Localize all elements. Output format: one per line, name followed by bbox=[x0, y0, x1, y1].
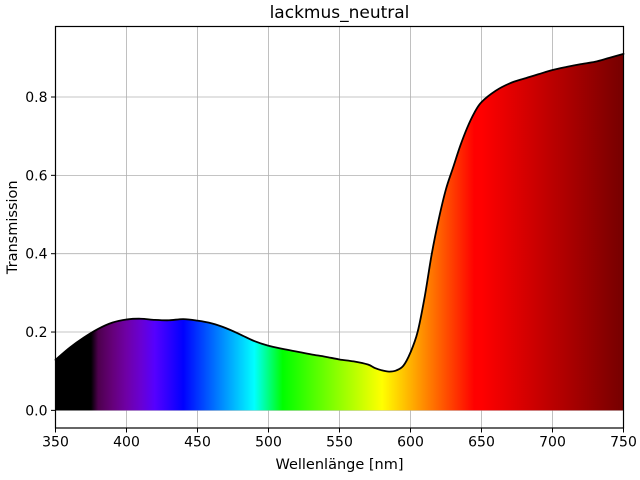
x-tick-label: 400 bbox=[113, 435, 140, 451]
x-tick-label: 750 bbox=[610, 435, 637, 451]
y-tick-label: 0.4 bbox=[25, 247, 47, 263]
tick-marks bbox=[51, 96, 624, 433]
chart-title: lackmus_neutral bbox=[270, 3, 410, 23]
x-tick-label: 450 bbox=[184, 435, 211, 451]
y-tick-label: 0.6 bbox=[25, 168, 47, 184]
y-tick-label: 0.8 bbox=[25, 90, 47, 106]
x-tick-label: 550 bbox=[326, 435, 353, 451]
x-tick-labels: 350 400 450 500 550 600 650 700 750 bbox=[42, 435, 637, 451]
y-axis-label: Transmission bbox=[5, 180, 21, 275]
y-tick-label: 0.0 bbox=[25, 403, 47, 419]
y-tick-label: 0.2 bbox=[25, 325, 47, 341]
x-tick-label: 650 bbox=[468, 435, 495, 451]
x-tick-label: 500 bbox=[255, 435, 282, 451]
transmission-curve bbox=[54, 53, 625, 373]
x-tick-label: 700 bbox=[539, 435, 566, 451]
x-axis-label: Wellenlänge [nm] bbox=[275, 457, 403, 473]
y-tick-labels: 0.0 0.2 0.4 0.6 0.8 bbox=[25, 90, 47, 419]
x-tick-label: 600 bbox=[397, 435, 424, 451]
x-tick-label: 350 bbox=[42, 435, 69, 451]
